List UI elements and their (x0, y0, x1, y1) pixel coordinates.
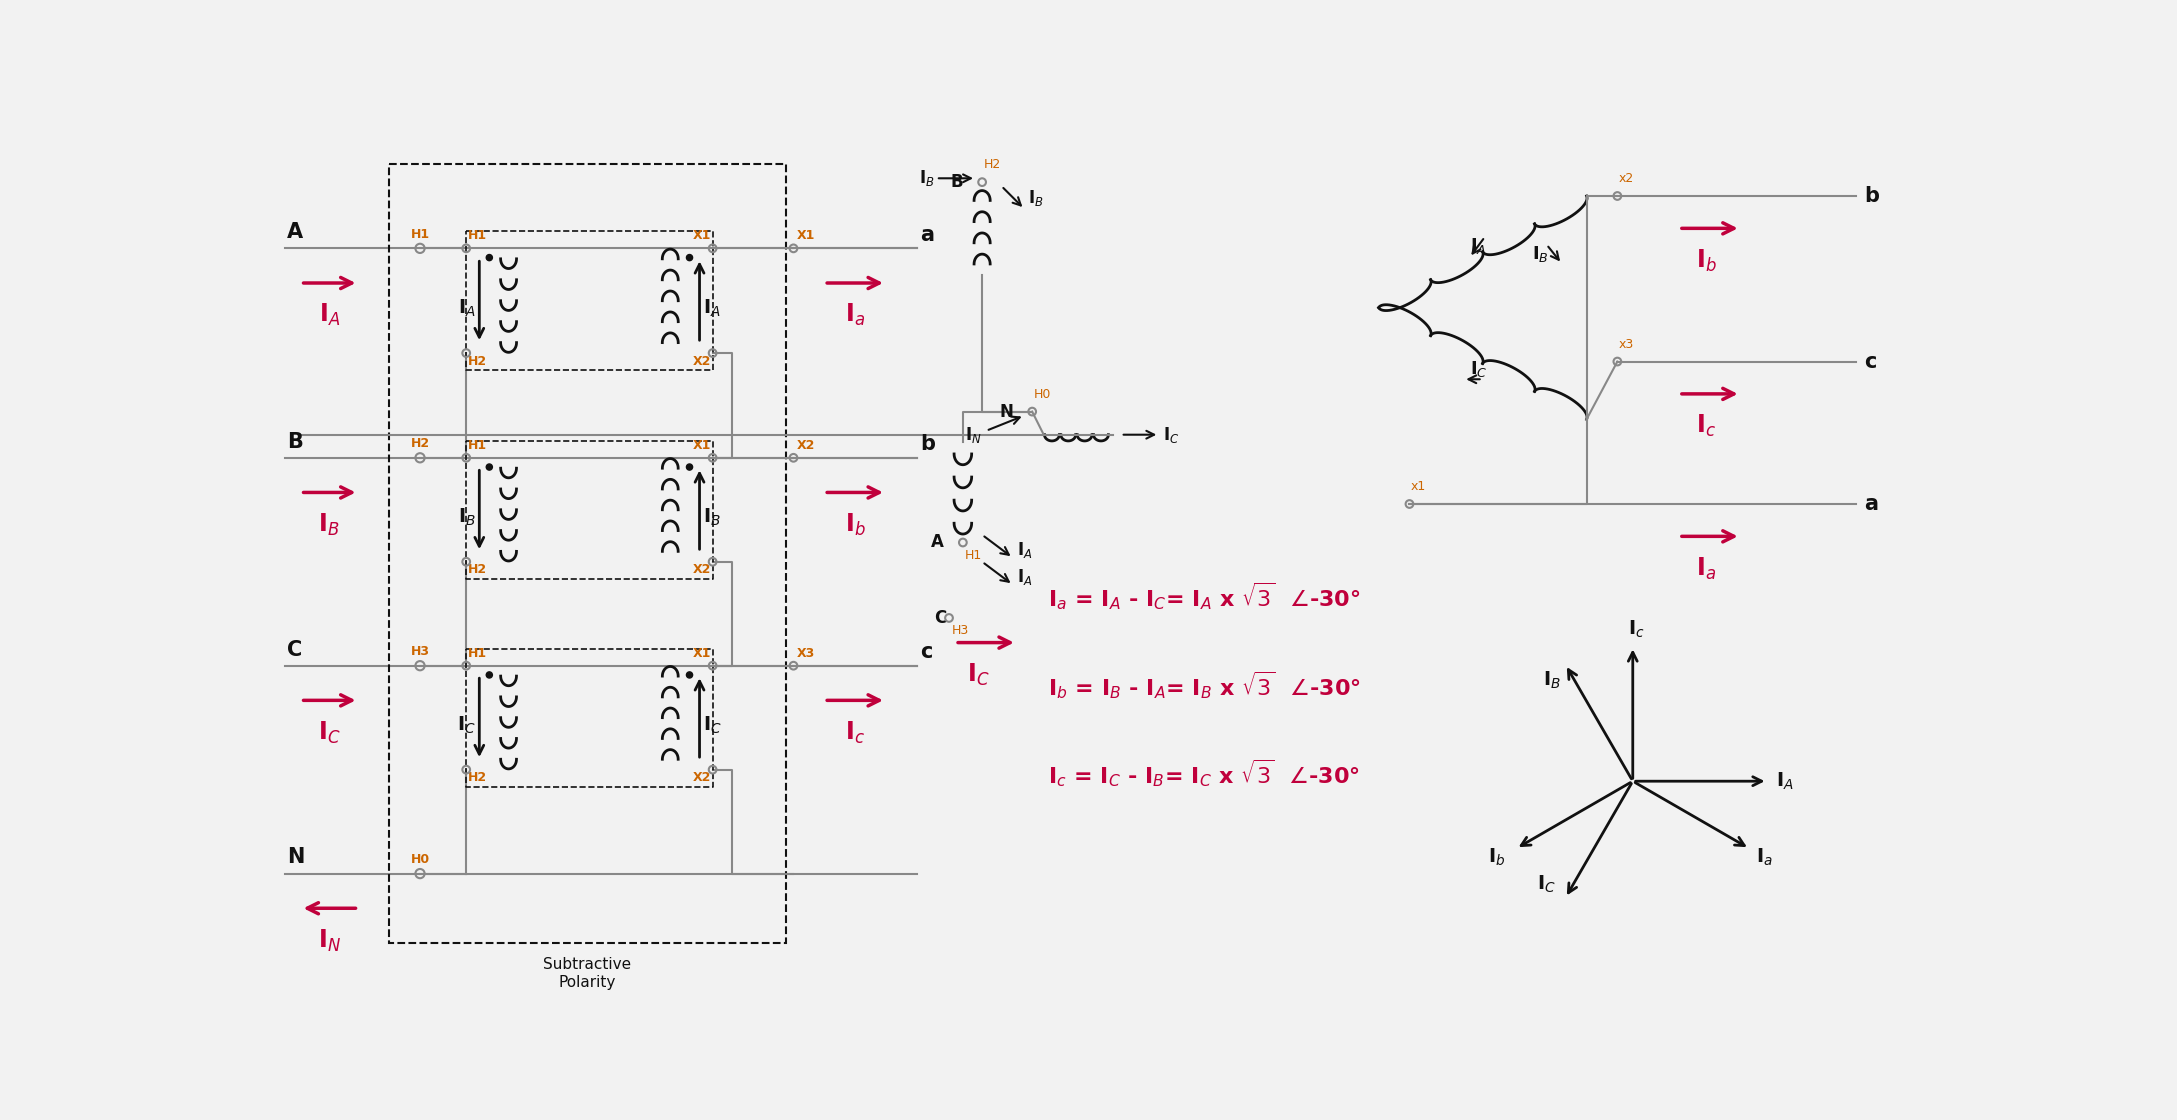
Circle shape (485, 672, 492, 678)
Text: I$_A$: I$_A$ (1469, 236, 1487, 256)
Text: I$_c$: I$_c$ (1628, 619, 1646, 641)
Text: B: B (949, 174, 962, 192)
Text: N: N (999, 402, 1012, 421)
Text: I$_B$: I$_B$ (919, 168, 934, 188)
Text: I$_B$: I$_B$ (1543, 670, 1561, 691)
Text: X1: X1 (692, 439, 712, 451)
Text: H2: H2 (468, 563, 488, 577)
Text: X1: X1 (797, 230, 814, 242)
Text: H1: H1 (468, 646, 488, 660)
Text: X3: X3 (797, 646, 814, 660)
Circle shape (686, 672, 692, 678)
Text: I$_C$: I$_C$ (457, 715, 477, 736)
Text: X2: X2 (692, 563, 712, 577)
Text: A: A (932, 533, 943, 551)
Text: I$_a$: I$_a$ (1696, 556, 1715, 581)
Text: I$_A$: I$_A$ (1017, 567, 1032, 587)
Text: c: c (1864, 352, 1877, 372)
Text: I$_a$: I$_a$ (1757, 847, 1774, 868)
Text: I$_N$: I$_N$ (318, 927, 340, 954)
Text: x3: x3 (1620, 338, 1635, 351)
Text: I$_C$: I$_C$ (318, 719, 340, 746)
Text: I$_c$: I$_c$ (845, 719, 864, 746)
Text: I$_B$: I$_B$ (459, 507, 477, 529)
Text: Polarity: Polarity (559, 976, 616, 990)
Text: a: a (1864, 494, 1879, 514)
Text: I$_B$: I$_B$ (318, 512, 340, 538)
Text: C: C (287, 640, 303, 660)
Text: I$_A$: I$_A$ (1017, 540, 1032, 560)
Text: I$_B$: I$_B$ (1028, 187, 1045, 207)
Circle shape (686, 464, 692, 470)
Circle shape (485, 464, 492, 470)
Text: I$_C$: I$_C$ (1163, 424, 1180, 445)
Text: I$_c$ = I$_C$ - I$_B$= I$_C$ x $\sqrt{3}$  $\angle$-30°: I$_c$ = I$_C$ - I$_B$= I$_C$ x $\sqrt{3}… (1047, 757, 1358, 790)
Text: I$_c$: I$_c$ (1696, 413, 1715, 439)
Text: H3: H3 (951, 624, 969, 637)
Text: I$_a$ = I$_A$ - I$_C$= I$_A$ x $\sqrt{3}$  $\angle$-30°: I$_a$ = I$_A$ - I$_C$= I$_A$ x $\sqrt{3}… (1047, 580, 1361, 613)
Text: I$_C$: I$_C$ (1537, 874, 1557, 895)
Text: c: c (921, 642, 934, 662)
Text: a: a (921, 224, 934, 244)
Text: I$_C$: I$_C$ (703, 715, 721, 736)
Text: C: C (934, 609, 947, 627)
Text: H2: H2 (468, 355, 488, 367)
Text: x1: x1 (1411, 480, 1426, 493)
Text: H2: H2 (468, 772, 488, 784)
Text: H0: H0 (1034, 388, 1051, 401)
Text: I$_b$ = I$_B$ - I$_A$= I$_B$ x $\sqrt{3}$  $\angle$-30°: I$_b$ = I$_B$ - I$_A$= I$_B$ x $\sqrt{3}… (1047, 669, 1361, 701)
Text: H1: H1 (411, 227, 429, 241)
Text: X1: X1 (692, 646, 712, 660)
Text: b: b (921, 433, 936, 454)
Text: H1: H1 (964, 549, 982, 561)
Text: X2: X2 (692, 772, 712, 784)
Text: b: b (1864, 186, 1879, 206)
Text: B: B (287, 431, 303, 451)
Text: I$_C$: I$_C$ (967, 662, 991, 688)
Circle shape (485, 254, 492, 261)
Text: I$_N$: I$_N$ (964, 424, 982, 445)
Text: N: N (287, 848, 305, 867)
Text: X2: X2 (692, 355, 712, 367)
Text: H2: H2 (411, 437, 429, 450)
Text: H3: H3 (411, 645, 429, 657)
Text: H1: H1 (468, 230, 488, 242)
Text: H0: H0 (411, 853, 429, 866)
Text: I$_b$: I$_b$ (1696, 248, 1715, 273)
Text: H2: H2 (984, 158, 1001, 171)
Circle shape (686, 254, 692, 261)
Text: I$_A$: I$_A$ (318, 302, 340, 328)
Text: I$_b$: I$_b$ (1489, 847, 1506, 868)
Text: Subtractive: Subtractive (544, 956, 631, 972)
Text: I$_b$: I$_b$ (845, 512, 866, 538)
Text: X1: X1 (692, 230, 712, 242)
Text: I$_A$: I$_A$ (703, 298, 721, 319)
Text: I$_B$: I$_B$ (703, 507, 721, 529)
Text: I$_a$: I$_a$ (845, 302, 864, 328)
Text: I$_A$: I$_A$ (459, 298, 477, 319)
Text: I$_B$: I$_B$ (1533, 244, 1548, 263)
Text: x2: x2 (1620, 172, 1635, 185)
Text: I$_C$: I$_C$ (1469, 360, 1487, 380)
Text: X2: X2 (797, 439, 814, 451)
Text: H1: H1 (468, 439, 488, 451)
Text: I$_A$: I$_A$ (1776, 771, 1794, 792)
Text: A: A (287, 222, 303, 242)
